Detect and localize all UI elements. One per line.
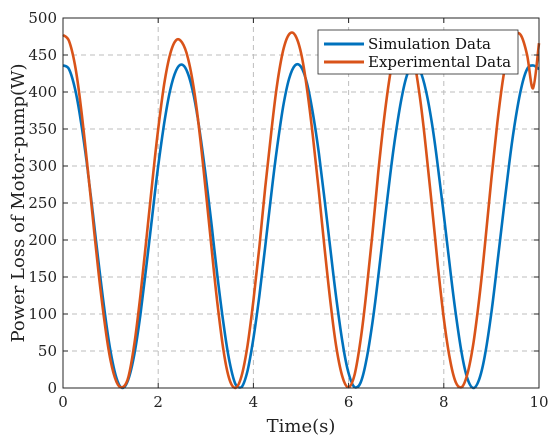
x-tick-label: 0 xyxy=(58,393,68,411)
axis-ticks xyxy=(62,17,540,389)
x-axis-title: Time(s) xyxy=(267,416,336,437)
y-tick-label: 100 xyxy=(28,305,57,323)
simulation-data-line xyxy=(62,62,540,390)
y-tick-label: 500 xyxy=(28,9,57,27)
legend-label-simulation: Simulation Data xyxy=(368,35,491,53)
series-lines xyxy=(62,31,541,390)
legend-box xyxy=(317,29,519,75)
legend-label-experimental: Experimental Data xyxy=(368,53,511,71)
y-tick-label: 250 xyxy=(28,194,57,212)
y-axis-title: Power Loss of Motor-pump(W) xyxy=(8,63,29,342)
x-tick-label: 8 xyxy=(439,393,449,411)
y-tick-label: 0 xyxy=(47,379,57,397)
y-tick-label: 350 xyxy=(28,120,57,138)
tick-labels: 0 50 100 150 200 250 300 350 400 450 500 0 2 4 6 8 10 xyxy=(28,9,548,411)
y-tick-label: 300 xyxy=(28,157,57,175)
experimental-data-line xyxy=(62,31,541,390)
y-tick-label: 150 xyxy=(28,268,57,286)
x-tick-label: 6 xyxy=(344,393,354,411)
x-tick-label: 10 xyxy=(529,393,548,411)
y-tick-label: 450 xyxy=(28,46,57,64)
y-tick-label: 200 xyxy=(28,231,57,249)
y-tick-label: 400 xyxy=(28,83,57,101)
x-tick-label: 4 xyxy=(249,393,259,411)
legend: Simulation Data Experimental Data xyxy=(317,29,519,75)
x-tick-label: 2 xyxy=(153,393,163,411)
y-tick-label: 50 xyxy=(38,342,57,360)
